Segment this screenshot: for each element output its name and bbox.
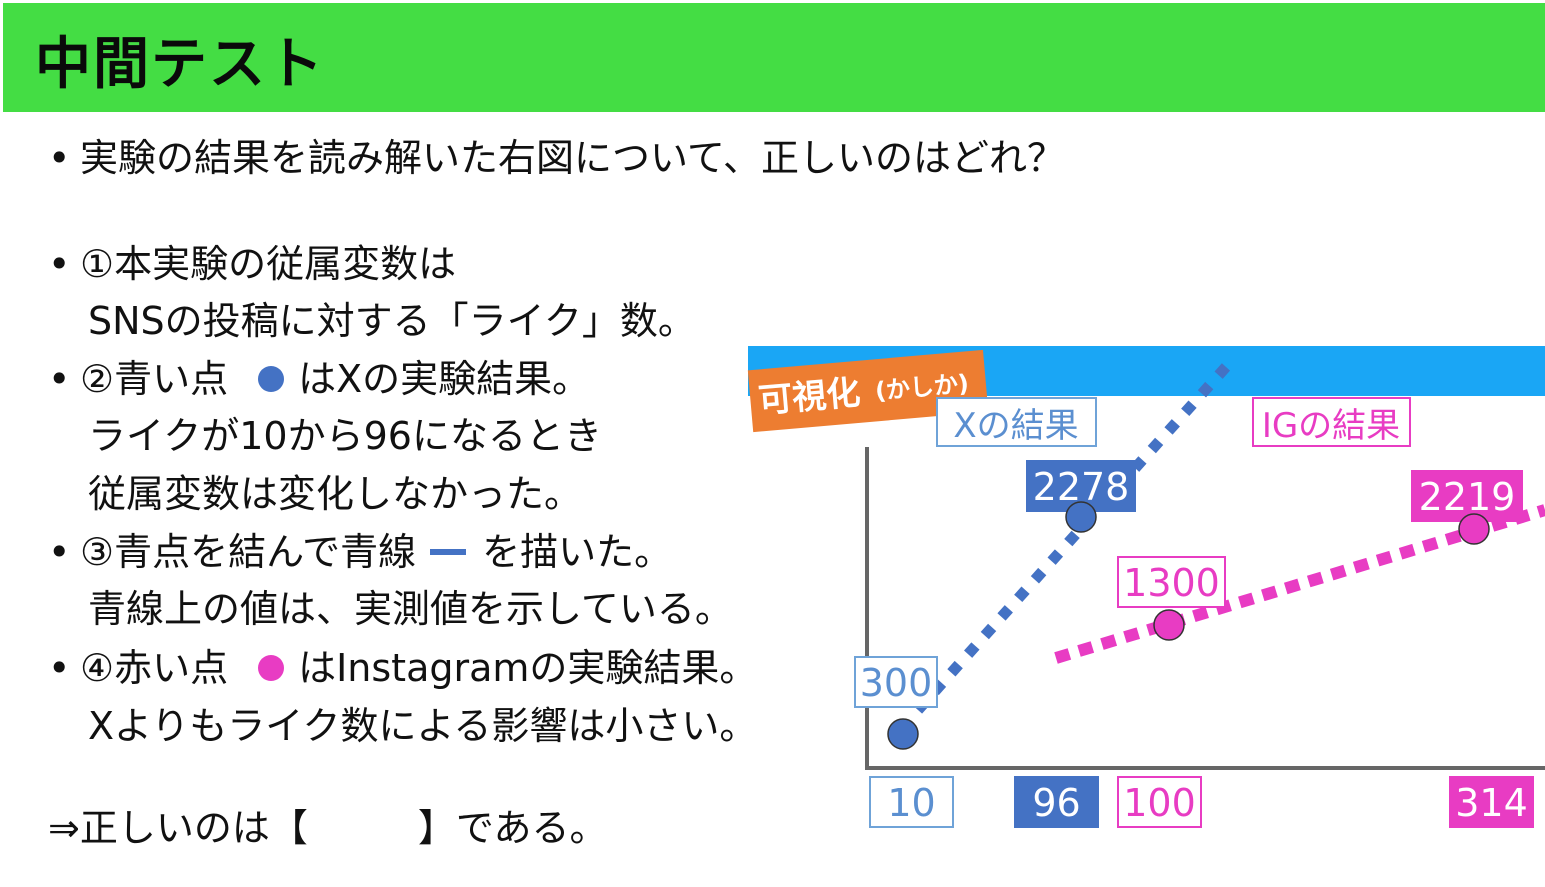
- header-bar: 中間テスト: [3, 3, 1545, 112]
- x-data-point: [887, 718, 919, 750]
- option-3-text-a: ③青点を結んで青線: [80, 530, 417, 574]
- x-tick-label: 100: [1123, 781, 1196, 825]
- ig-data-point: [1458, 513, 1490, 545]
- y-value-label: 1300: [1123, 561, 1220, 605]
- visualize-tag-label: 可視化: [757, 373, 862, 422]
- option-4-line-1: ④赤い点 はInstagramの実験結果。: [80, 647, 757, 689]
- x-value-label-box: [1014, 776, 1099, 828]
- option-2-text-a: ②青い点: [80, 357, 229, 401]
- bullet-option-4: •: [48, 646, 71, 690]
- x-value-label-box: [1449, 776, 1534, 828]
- question-text: 実験の結果を読み解いた右図について、正しいのはどれ？: [80, 136, 1065, 180]
- visualize-tag-bg: [747, 349, 989, 433]
- x-data-point: [1065, 501, 1097, 533]
- y-value-label-box: [1117, 556, 1226, 608]
- blue-dot-icon: [258, 365, 285, 392]
- y-value-label-box: [1411, 470, 1523, 522]
- option-4-line-2: Xよりもライク数による影響は小さい。: [88, 704, 758, 748]
- magenta-dot-icon: [258, 654, 285, 681]
- option-3-line-1: ③青点を結んで青線 を描いた。: [80, 531, 672, 573]
- option-3-line-2: 青線上の値は、実測値を示している。: [88, 587, 733, 631]
- option-1-line-2: SNSの投稿に対する「ライク」数。: [88, 299, 696, 343]
- y-value-label: 300: [860, 661, 933, 705]
- bullet-option-1: •: [48, 242, 71, 286]
- ig-series-trend-line: [1054, 504, 1545, 664]
- option-2-line-1: ②青い点 はXの実験結果。: [80, 358, 590, 400]
- answer-prefix: ⇒正しいのは【: [48, 806, 308, 850]
- ig-data-point: [1153, 609, 1185, 641]
- option-3-text-b: を描いた。: [482, 530, 673, 574]
- option-4-text-a: ④赤い点: [80, 646, 229, 690]
- option-1-line-1: ①本実験の従属変数は: [80, 242, 457, 286]
- page-title: 中間テスト: [35, 32, 325, 97]
- y-value-label-box: [854, 656, 938, 708]
- visualize-tag: 可視化 (かしか): [747, 349, 989, 433]
- blue-line-icon: [430, 548, 467, 555]
- option-2-line-2: ライクが10から96になるとき: [88, 414, 602, 458]
- y-value-label: 2219: [1419, 475, 1516, 519]
- bullet-option-2: •: [48, 357, 71, 401]
- x-value-label-box: [1117, 776, 1202, 828]
- x-series-trend-line: [913, 354, 1239, 714]
- answer-line: ⇒正しいのは【 】である。: [48, 807, 607, 849]
- option-4-text-b: はInstagramの実験結果。: [298, 646, 758, 690]
- option-2-line-3: 従属変数は変化しなかった。: [88, 472, 583, 516]
- bullet-question: •: [48, 136, 71, 180]
- x-tick-label: 10: [887, 781, 935, 825]
- x-tick-label: 96: [1032, 781, 1080, 825]
- option-2-text-b: はXの実験結果。: [298, 357, 591, 401]
- x-value-label-box: [869, 776, 954, 828]
- legend-ig-label: IGの結果: [1262, 406, 1400, 446]
- legend-x-label: Xの結果: [953, 406, 1078, 446]
- answer-suffix: 】である。: [417, 806, 608, 850]
- x-tick-label: 314: [1455, 781, 1528, 825]
- legend-ig-box: [1252, 397, 1411, 447]
- legend-x-box: [936, 397, 1097, 447]
- bullet-option-3: •: [48, 530, 71, 574]
